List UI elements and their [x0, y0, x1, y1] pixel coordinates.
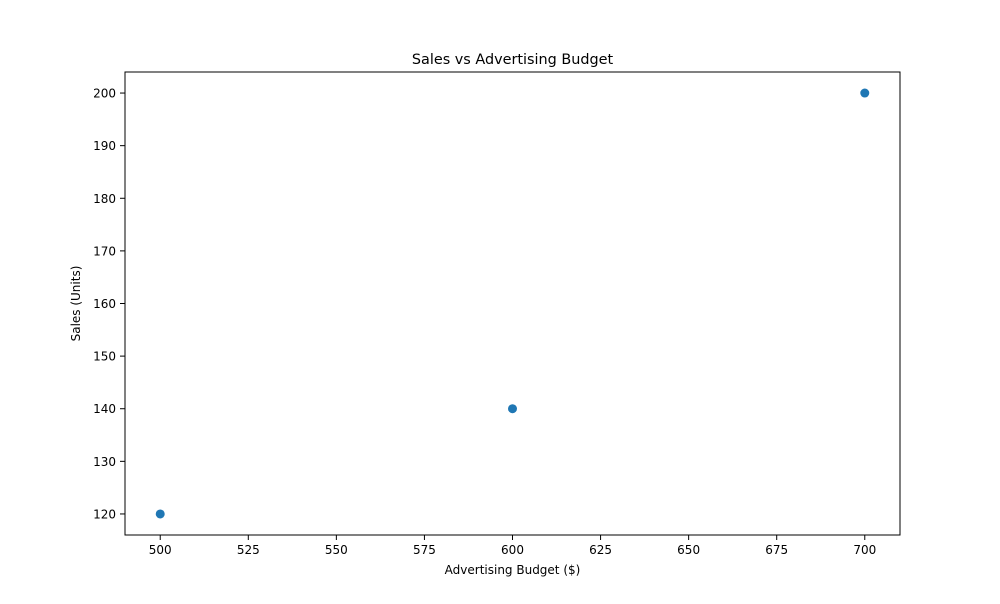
chart-title: Sales vs Advertising Budget — [412, 52, 614, 68]
plot-area-frame — [124, 71, 901, 536]
y-tick-label: 190 — [93, 139, 116, 153]
ticks-layer: 500 525 550 575 600 625 650 675 700 120 130 140 150 1… — [93, 87, 876, 557]
x-tick-label: 700 — [853, 543, 876, 557]
x-tick-label: 550 — [325, 543, 348, 557]
x-tick-label: 600 — [501, 543, 524, 557]
y-tick-label: 200 — [93, 87, 116, 101]
x-tick-label: 650 — [677, 543, 700, 557]
points-layer — [155, 88, 870, 519]
x-tick-label: 525 — [237, 543, 260, 557]
y-tick-label: 160 — [93, 297, 116, 311]
y-tick-label: 170 — [93, 244, 116, 258]
y-axis-label: Sales (Units) — [69, 266, 83, 342]
y-tick-label: 120 — [93, 507, 116, 521]
y-tick-label: 140 — [93, 402, 116, 416]
scatter-point — [860, 88, 870, 98]
scatter-point — [155, 509, 165, 519]
x-tick-label: 575 — [413, 543, 436, 557]
x-axis-label: Advertising Budget ($) — [445, 563, 581, 577]
x-tick-label: 625 — [589, 543, 612, 557]
y-tick-label: 180 — [93, 192, 116, 206]
x-tick-label: 675 — [765, 543, 788, 557]
scatter-point — [508, 404, 517, 414]
x-tick-label: 500 — [149, 543, 172, 557]
y-tick-label: 150 — [93, 350, 116, 364]
y-tick-label: 130 — [93, 455, 116, 469]
